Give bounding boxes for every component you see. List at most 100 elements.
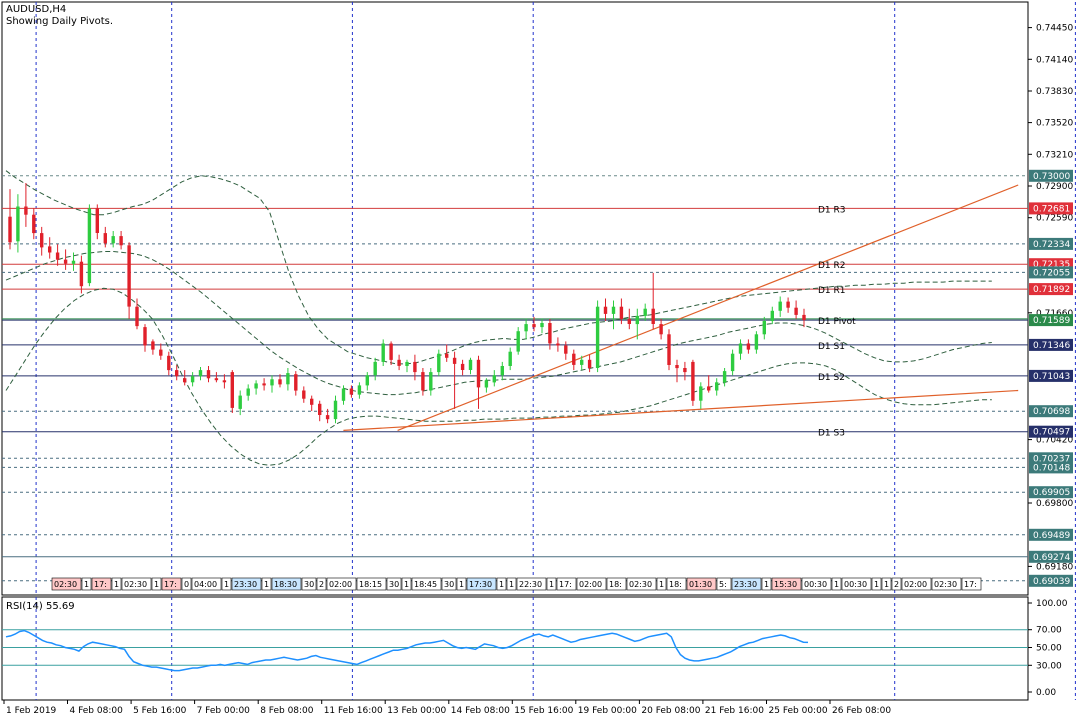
candle-44	[357, 382, 362, 399]
session-slot-33	[686, 577, 717, 591]
session-label-2: 17:	[94, 580, 107, 589]
time-tick-label-8: 15 Feb 16:00	[514, 706, 573, 716]
session-label-18: 1	[404, 580, 409, 589]
rsi-panel-frame	[1, 596, 1029, 701]
candle-body-96	[770, 310, 774, 321]
price-tag-label-0: 0.73000	[1033, 172, 1070, 182]
candle-body-35	[286, 373, 290, 385]
candle-91	[730, 349, 735, 376]
price-tick-label-2: 0.73830	[1036, 87, 1073, 97]
candle-33	[270, 375, 274, 393]
price-tag-label-4: 0.72055	[1033, 268, 1070, 278]
candle-body-11	[95, 208, 99, 233]
candle-96	[770, 306, 774, 325]
time-tick-label-5: 11 Feb 16:00	[324, 706, 383, 716]
pivot-labels: D1 R3 D1 R2 D1 R1 D1 Pivot D1 S1 D1 S2 D1 S3	[818, 205, 856, 438]
pivot-label-0: D1 R3	[818, 205, 846, 215]
candle-6	[55, 244, 60, 266]
candle-67	[540, 318, 544, 334]
candle-73	[587, 354, 592, 373]
session-slot-12	[271, 577, 302, 591]
candle-29	[238, 390, 242, 416]
price-panel-frame	[1, 1, 1029, 596]
candle-body-7	[63, 259, 68, 264]
rsi-panel: RSI(14) 55.69 100.00 70.00 50.00 30.00 0.00	[1, 596, 1076, 701]
pivot-label-4: D1 S1	[818, 342, 845, 352]
session-label-43: 2	[894, 580, 899, 589]
candle-16	[135, 298, 139, 330]
candle-body-59	[476, 359, 481, 388]
candle-body-62	[500, 366, 504, 376]
session-label-22: 17:30	[469, 580, 492, 589]
price-tag-label-2: 0.72334	[1033, 240, 1070, 250]
price-tick-label-10: 0.69180	[1036, 562, 1073, 572]
pivot-label-2: D1 R1	[818, 286, 846, 296]
session-label-35: 23:30	[734, 580, 757, 589]
candle-body-63	[508, 351, 512, 366]
session-label-4: 02:30	[124, 580, 147, 589]
candle-27	[222, 374, 227, 389]
candle-body-85	[683, 368, 687, 373]
price-tick-label-7: 0.71660	[1036, 309, 1073, 319]
price-tag-box-7	[1029, 338, 1073, 351]
candle-26	[214, 372, 219, 383]
rsi-tick-label-2: 50.00	[1036, 644, 1062, 654]
session-slot-41	[871, 577, 882, 591]
bollinger-upper	[5, 170, 992, 365]
price-tag-box-11	[1029, 452, 1073, 465]
session-slot-40	[841, 577, 872, 591]
session-label-1: 1	[84, 580, 89, 589]
candle-body-45	[365, 375, 369, 386]
price-tag-label-11: 0.70237	[1033, 454, 1070, 464]
session-label-31: 1	[659, 580, 664, 589]
candle-body-21	[175, 370, 179, 377]
price-tag-box-10	[1029, 425, 1073, 438]
session-slot-10	[231, 577, 262, 591]
session-slot-38	[801, 577, 832, 591]
candle-body-38	[310, 398, 314, 405]
candle-58	[468, 357, 473, 375]
session-slot-17	[386, 577, 402, 591]
candle-body-88	[707, 386, 711, 391]
session-label-11: 1	[264, 580, 269, 589]
session-slot-28	[576, 577, 607, 591]
candle-body-84	[675, 365, 679, 369]
time-tick-label-3: 7 Feb 00:00	[197, 706, 251, 716]
candle-body-1	[16, 206, 20, 242]
candle-11	[95, 204, 99, 240]
price-tag-box-8	[1029, 369, 1073, 382]
price-tag-box-16	[1029, 574, 1073, 587]
candle-3	[32, 208, 36, 240]
candle-94	[754, 331, 759, 354]
price-tag-label-9: 0.70698	[1033, 407, 1070, 417]
candle-body-81	[651, 308, 655, 324]
candle-body-68	[548, 323, 552, 344]
candle-body-32	[262, 383, 266, 386]
candle-22	[183, 370, 187, 386]
price-axis: 0.74450 0.74140 0.73830 0.73520 0.73210 0.729…	[1028, 24, 1073, 587]
session-label-10: 23:30	[234, 580, 257, 589]
session-slot-22	[466, 577, 497, 591]
candle-body-25	[206, 370, 211, 379]
rsi-tick-label-3: 30.00	[1036, 661, 1062, 671]
candle-93	[746, 339, 751, 354]
candle-body-57	[460, 363, 465, 370]
session-label-34: 5:	[719, 580, 727, 589]
price-tag-label-6: 0.71589	[1033, 316, 1070, 326]
candle-69	[556, 337, 560, 352]
pivot-label-6: D1 S3	[818, 429, 845, 439]
candle-body-4	[40, 233, 44, 248]
candle-body-30	[246, 388, 250, 396]
pivot-label-1: D1 R2	[818, 261, 846, 271]
session-label-39: 1	[834, 580, 839, 589]
bollinger-bands	[5, 170, 992, 466]
price-tag-label-10: 0.70497	[1033, 428, 1070, 438]
chart-title: AUDUSD,H4	[6, 4, 66, 15]
candle-body-48	[389, 343, 393, 360]
session-slot-0	[51, 577, 82, 591]
candle-80	[643, 303, 647, 321]
candle-34	[278, 374, 282, 388]
candle-23	[190, 372, 195, 387]
price-tick-label-6: 0.72590	[1036, 214, 1073, 224]
